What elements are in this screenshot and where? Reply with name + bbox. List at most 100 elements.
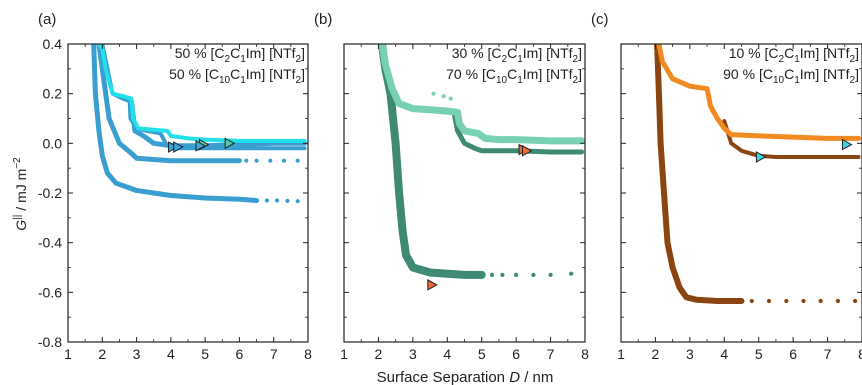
- legend-subscript: 2: [573, 54, 579, 65]
- x-tick-label: 7: [270, 346, 278, 362]
- legend-text: C: [784, 45, 794, 61]
- y-axis-label: G|| / mJ m−2: [12, 157, 29, 231]
- legend-text: C: [230, 66, 240, 82]
- plot-frame: [343, 43, 586, 343]
- data-point: [801, 298, 806, 304]
- x-tick-label: 6: [512, 346, 520, 362]
- series-line: [722, 119, 861, 159]
- panel-c: (c)1234567810 % [C2C1Im] [NTf2]90 % [C10…: [591, 11, 862, 362]
- x-tick-label: 5: [755, 346, 763, 362]
- legend-subscript: 10: [773, 75, 785, 86]
- legend-text: C: [784, 66, 794, 82]
- data-point: [749, 298, 754, 304]
- data-point: [500, 272, 505, 277]
- data-point: [254, 158, 259, 163]
- series-line: [656, 44, 862, 141]
- legend-text: Im] [NTf: [800, 45, 850, 61]
- x-tick-label: 1: [617, 346, 625, 362]
- series-line: [378, 44, 585, 145]
- legend-text: 10 % [C: [729, 45, 779, 61]
- x-tick-label: 4: [167, 346, 175, 362]
- data-point: [853, 298, 858, 304]
- legend-text: C: [507, 66, 517, 82]
- legend-text: C: [507, 45, 517, 61]
- data-point: [431, 91, 436, 96]
- legend-subscript: 2: [225, 54, 231, 65]
- x-tick-label: 7: [547, 346, 555, 362]
- legend-text: ]: [301, 45, 305, 61]
- data-group: [91, 44, 308, 204]
- data-point: [818, 298, 823, 304]
- triangle-marker: [224, 137, 236, 150]
- x-tick-label: 3: [133, 346, 141, 362]
- data-point: [569, 271, 574, 276]
- legend-text: 30 % [C: [452, 45, 502, 61]
- legend-subscript: 2: [850, 54, 856, 65]
- data-point: [275, 198, 280, 203]
- legend-subscript: 2: [779, 54, 785, 65]
- legend-text: 50 % [C: [169, 66, 219, 82]
- legend-text: ]: [855, 66, 859, 82]
- data-point: [268, 158, 273, 163]
- data-point: [448, 96, 453, 101]
- y-tick-label: -0.8: [38, 334, 62, 350]
- legend-subscript: 2: [296, 54, 302, 65]
- series-line: [96, 44, 307, 143]
- series-line: [100, 44, 307, 151]
- x-tick-label: 2: [98, 346, 106, 362]
- x-tick-label: 6: [789, 346, 797, 362]
- panel-label: (a): [38, 11, 56, 28]
- series-line: [96, 44, 242, 164]
- data-point: [254, 198, 259, 203]
- triangle-marker: [521, 144, 533, 157]
- legend-text: 70 % [C: [446, 66, 496, 82]
- data-point: [514, 272, 519, 277]
- data-point: [489, 272, 495, 277]
- x-tick-label: 1: [64, 346, 72, 362]
- series-line: [91, 44, 260, 203]
- x-tick-label: 8: [581, 346, 589, 362]
- legend-entry: 50 % [C10C1Im] [NTf2]: [169, 66, 305, 86]
- legend-subscript: 10: [219, 75, 231, 86]
- x-tick-label: 2: [375, 346, 383, 362]
- triangle-marker: [842, 138, 853, 151]
- y-tick-label: 0.4: [43, 36, 63, 52]
- legend-subscript: 2: [850, 75, 856, 86]
- legend-text: Im] [NTf: [523, 45, 573, 61]
- y-tick-label: 0.2: [43, 86, 63, 102]
- legend-entry: 10 % [C2C1Im] [NTf2]: [729, 45, 859, 65]
- legend-subscript: 1: [794, 54, 800, 65]
- series-line: [654, 44, 745, 304]
- triangle-marker: [427, 279, 438, 291]
- x-tick-label: 2: [652, 346, 660, 362]
- legend-subscript: 2: [296, 75, 302, 86]
- legend-text: ]: [855, 45, 859, 61]
- legend-subscript: 1: [517, 75, 523, 86]
- panel-label: (c): [591, 11, 609, 28]
- data-point: [835, 298, 841, 304]
- data-point: [285, 198, 290, 203]
- x-tick-label: 4: [443, 346, 451, 362]
- data-point: [766, 298, 772, 304]
- data-point: [441, 94, 446, 99]
- legend-subscript: 1: [517, 54, 523, 65]
- data-point: [548, 272, 553, 277]
- legend-entry: 90 % [C10C1Im] [NTf2]: [723, 66, 859, 86]
- legend-text: ]: [301, 66, 305, 82]
- legend-text: 50 % [C: [175, 45, 225, 61]
- legend-entry: 70 % [C10C1Im] [NTf2]: [446, 66, 582, 86]
- x-tick-label: 8: [304, 346, 312, 362]
- legend-text: Im] [NTf: [246, 45, 296, 61]
- x-tick-label: 1: [340, 346, 348, 362]
- panel-b: (b)1 2 3 4 5 6 7 830 % [C2C1Im] [NTf2]70 % [C10…: [314, 11, 589, 362]
- legend-text: C: [230, 45, 240, 61]
- legend-text: ]: [578, 66, 582, 82]
- legend-entry: 50 % [C2C1Im] [NTf2]: [175, 45, 305, 65]
- legend-text: 90 % [C: [723, 66, 773, 82]
- y-tick-label: -0.2: [38, 185, 62, 201]
- x-tick-label: 6: [236, 346, 244, 362]
- triangle-marker: [173, 141, 184, 153]
- x-tick-label: 3: [409, 346, 417, 362]
- legend-text: Im] [NTf: [523, 66, 573, 82]
- data-group: [377, 44, 585, 291]
